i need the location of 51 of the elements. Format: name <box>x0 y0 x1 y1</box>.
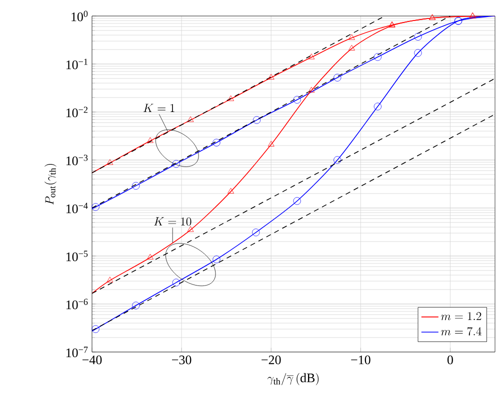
point <box>308 86 315 92</box>
point <box>268 74 274 80</box>
x-axis-title: $\gamma_{\mathrm{th}}/\overline{\gamma}\,(\mathrm{dB})$ <box>267 373 319 386</box>
point <box>252 116 261 124</box>
point <box>92 325 100 333</box>
point <box>374 102 382 110</box>
point <box>132 182 140 190</box>
y-tick-label: 10$^{0}$ <box>72 10 88 22</box>
point <box>212 138 220 146</box>
point <box>374 53 382 61</box>
y-tick-label: 10$^{−5}$ <box>66 250 88 262</box>
point <box>106 159 114 165</box>
y-tick-label: 10$^{−1}$ <box>66 58 88 70</box>
point <box>92 203 100 211</box>
x-tick-label: −20 <box>262 356 281 364</box>
legend-label: $m=7.4$ <box>441 327 482 336</box>
point <box>228 188 234 194</box>
y-tick-label: 10$^{−4}$ <box>66 202 88 214</box>
y-axis-title: $P_{\mathrm{out}}(\gamma_{\mathrm{th}})$ <box>44 164 56 205</box>
point <box>228 95 234 102</box>
point <box>252 228 260 236</box>
point <box>212 256 220 264</box>
point <box>187 226 194 232</box>
point <box>293 96 301 104</box>
x-tick-label: −40 <box>82 356 102 364</box>
point <box>308 54 315 60</box>
annotation: $K=10$ <box>154 217 192 226</box>
y-tick-label: 10$^{−2}$ <box>66 106 88 118</box>
point <box>334 156 342 164</box>
point <box>132 302 140 310</box>
point <box>146 137 154 143</box>
point <box>106 276 114 282</box>
x-tick-label: −10 <box>351 356 370 364</box>
point <box>172 278 180 286</box>
y-tick-label: 10$^{−7}$ <box>66 346 88 358</box>
point <box>414 49 422 57</box>
point <box>172 160 180 168</box>
point <box>187 116 194 122</box>
point <box>414 32 422 41</box>
point <box>348 44 355 50</box>
y-tick-label: 10$^{−6}$ <box>66 298 88 310</box>
point <box>293 197 301 205</box>
y-tick-label: 10$^{−3}$ <box>66 154 88 166</box>
point <box>268 140 274 146</box>
point <box>146 254 154 260</box>
annotation: $K=1$ <box>143 104 174 112</box>
x-tick-label: 0 <box>447 356 453 364</box>
point <box>334 74 342 82</box>
legend-label: $m=1.2$ <box>441 312 482 320</box>
x-tick-label: −30 <box>172 356 192 364</box>
point <box>348 34 355 40</box>
